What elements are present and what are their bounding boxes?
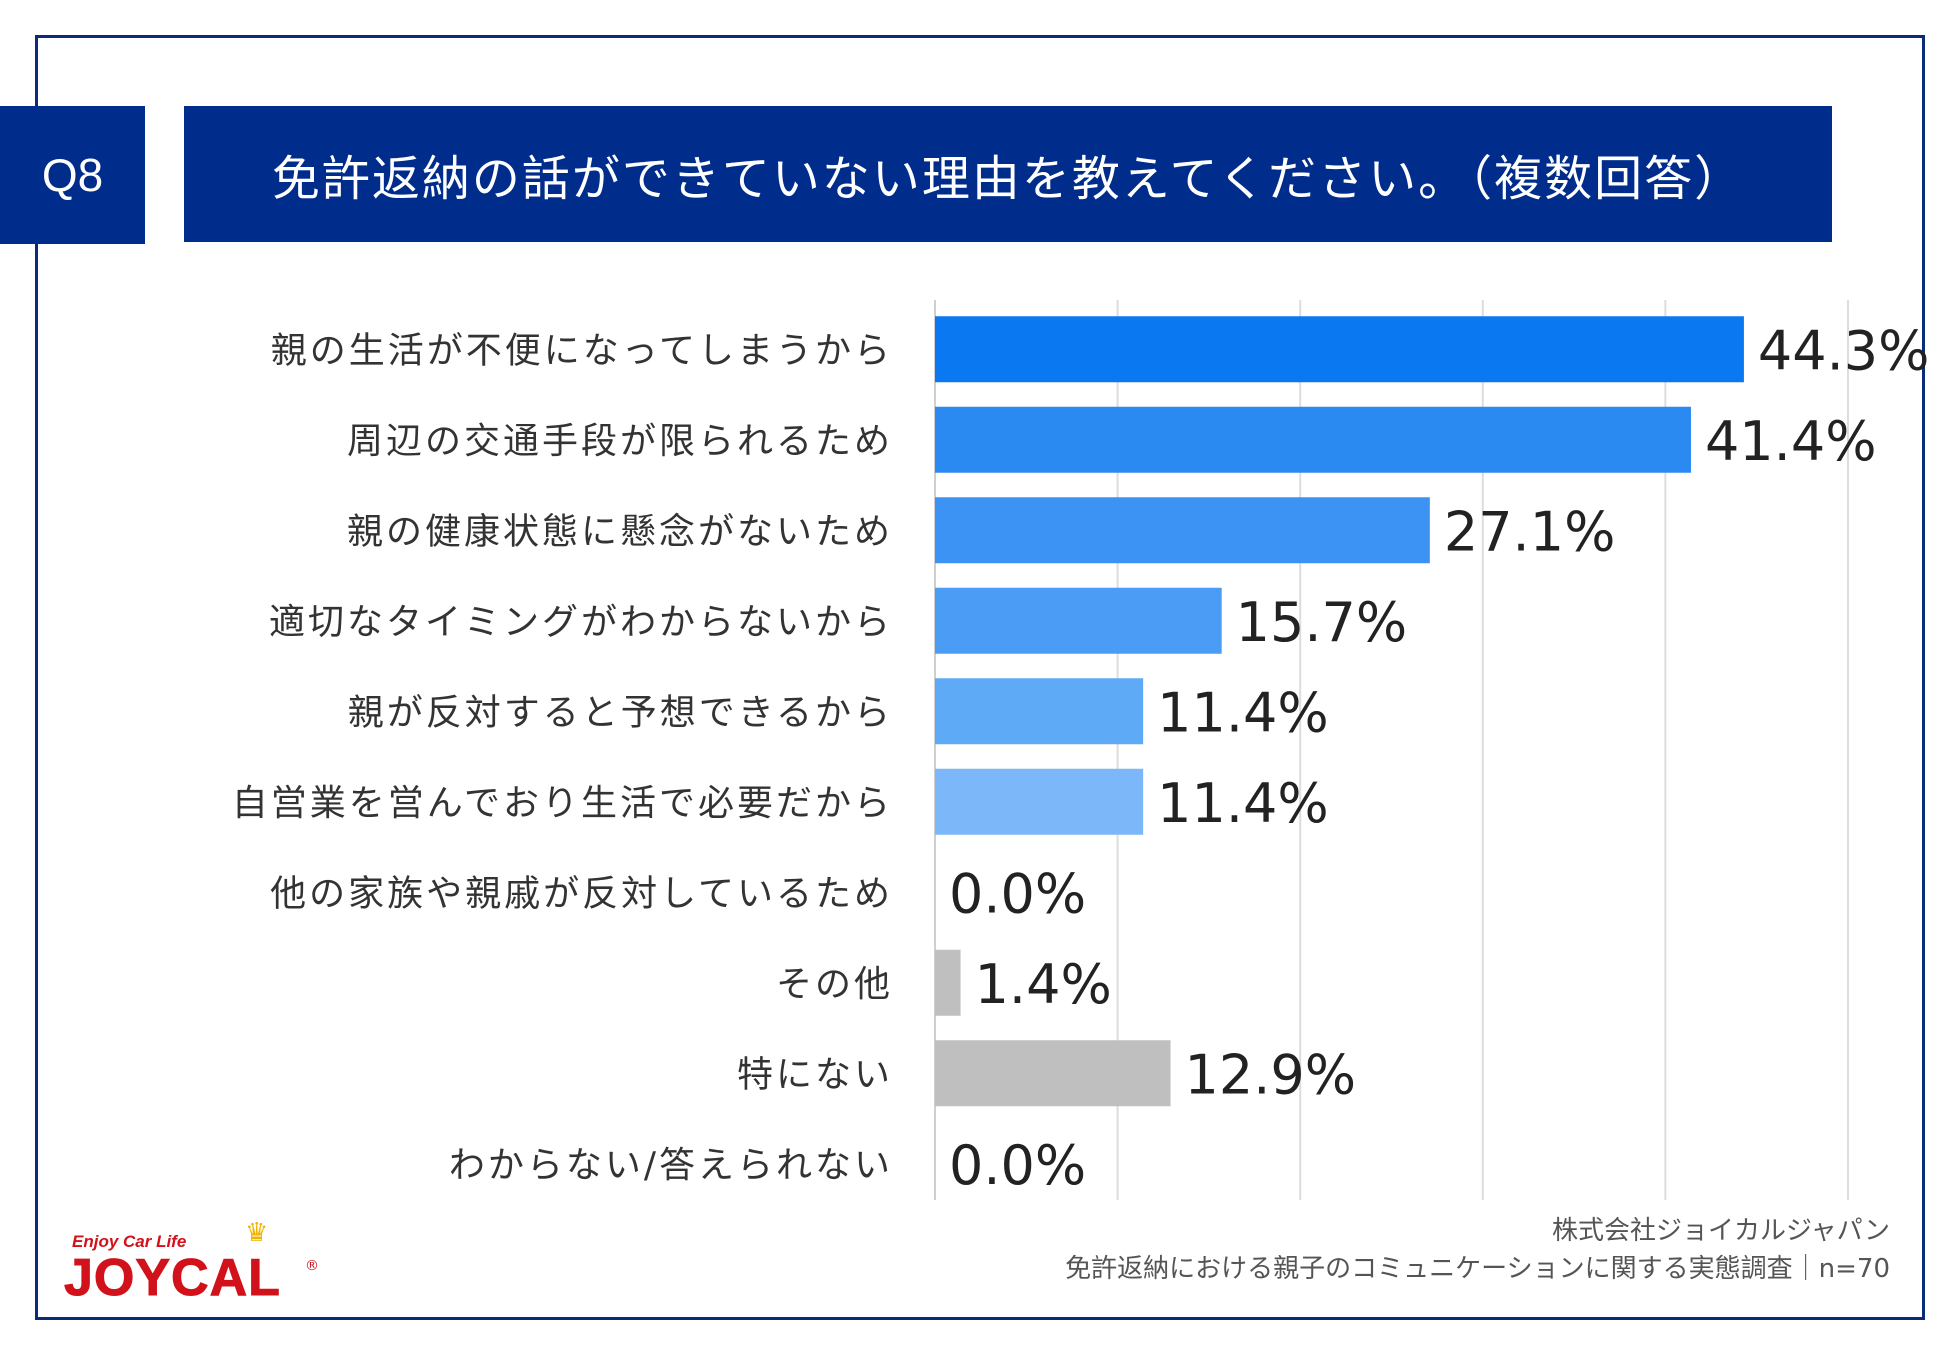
bar-chart: 親の生活が不便になってしまうから 44.3% 周辺の交通手段が限られるため 41.4%… [232, 300, 1930, 1200]
value-label: 12.9% [1185, 1043, 1357, 1106]
category-label: 適切なタイミングがわからないから [269, 602, 893, 643]
logo-tagline: Enjoy Car Life [72, 1232, 187, 1251]
footer-credits: 株式会社ジョイカルジャパン 免許返納における親子のコミュニケーションに関する実態… [1065, 1212, 1890, 1288]
bar [935, 1040, 1171, 1107]
question-title: 免許返納の話ができていない理由を教えてください。（複数回答） [271, 151, 1745, 207]
registered-mark: ® [305, 1258, 319, 1274]
bar [935, 406, 1691, 473]
bar [935, 678, 1144, 745]
value-label: 44.3% [1758, 319, 1930, 382]
category-label: 周辺の交通手段が限られるため [347, 421, 893, 462]
category-label: 自営業を営んでおり生活で必要だから [232, 783, 893, 824]
slide-frame [35, 35, 1925, 1320]
value-label: 41.4% [1705, 410, 1877, 473]
category-label: その他 [776, 964, 893, 1005]
category-label: 他の家族や親戚が反対しているため [270, 873, 893, 914]
crown-icon: ♛ [245, 1218, 269, 1248]
bar [935, 316, 1744, 383]
footer-company: 株式会社ジョイカルジャパン [1551, 1216, 1890, 1246]
footer-survey: 免許返納における親子のコミュニケーションに関する実態調査｜n=70 [1065, 1254, 1890, 1284]
category-label: 親の健康状態に懸念がないため [347, 511, 893, 552]
bar [935, 587, 1222, 654]
category-label: 特にない [737, 1054, 893, 1095]
value-label: 0.0% [949, 1134, 1086, 1197]
bar [935, 768, 1144, 835]
value-label: 0.0% [949, 862, 1086, 925]
value-label: 11.4% [1157, 772, 1329, 835]
joycal-logo: ♛ Enjoy Car Life JOYCAL ® [60, 1218, 320, 1308]
value-label: 27.1% [1444, 500, 1616, 563]
category-label: 親の生活が不便になってしまうから [271, 330, 893, 371]
value-label: 11.4% [1157, 681, 1329, 744]
value-label: 15.7% [1236, 591, 1408, 654]
question-title-bar: 免許返納の話ができていない理由を教えてください。（複数回答） [184, 106, 1832, 242]
bar [935, 497, 1430, 564]
question-number: Q8 [41, 149, 104, 201]
logo-brand: JOYCAL [64, 1249, 281, 1308]
category-label: 親が反対すると予想できるから [348, 692, 893, 733]
question-number-badge: Q8 [0, 106, 145, 244]
value-label: 1.4% [975, 953, 1112, 1016]
bar [935, 949, 961, 1016]
category-label: わからない/答えられない [449, 1145, 893, 1186]
